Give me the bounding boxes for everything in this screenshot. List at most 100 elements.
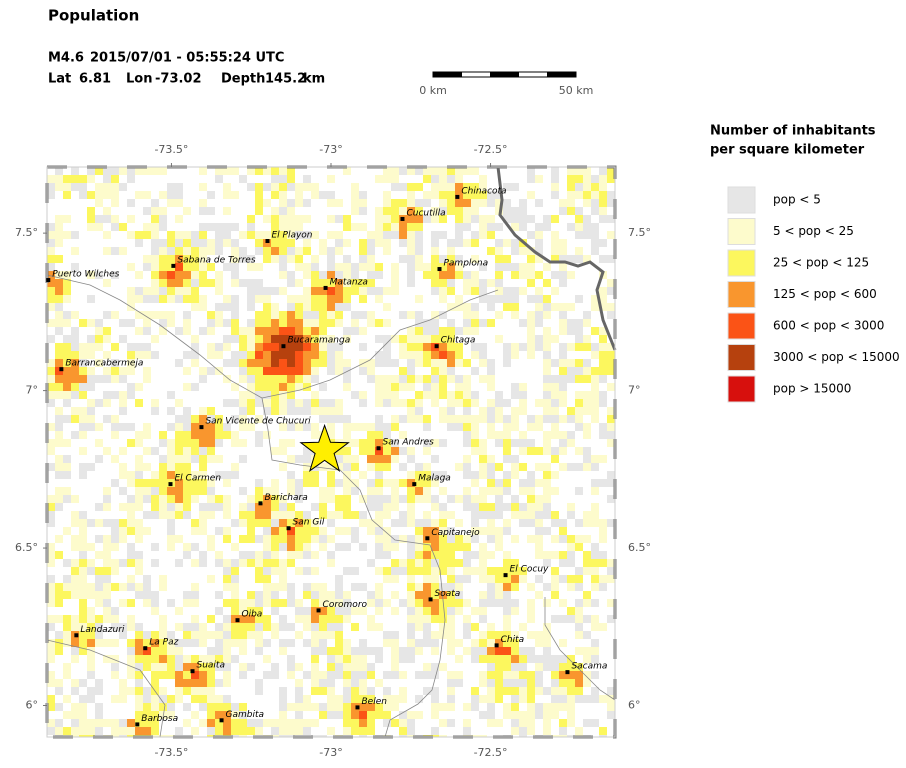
raster-cell bbox=[535, 503, 543, 511]
raster-cell bbox=[439, 623, 447, 631]
raster-cell bbox=[63, 583, 71, 591]
raster-cell bbox=[135, 727, 143, 735]
raster-cell bbox=[583, 535, 591, 543]
lat-tick-label: 6.5° bbox=[628, 541, 651, 554]
raster-cell bbox=[95, 599, 103, 607]
raster-cell bbox=[191, 543, 199, 551]
raster-cell bbox=[551, 335, 559, 343]
raster-cell bbox=[287, 183, 295, 191]
raster-cell bbox=[591, 239, 599, 247]
raster-cell bbox=[231, 471, 239, 479]
raster-cell bbox=[551, 447, 559, 455]
raster-cell bbox=[55, 383, 63, 391]
raster-cell bbox=[527, 679, 535, 687]
raster-cell bbox=[367, 447, 375, 455]
raster-cell bbox=[447, 351, 455, 359]
raster-cell bbox=[183, 463, 191, 471]
raster-cell bbox=[423, 167, 431, 175]
raster-cell bbox=[519, 247, 527, 255]
raster-cell bbox=[183, 471, 191, 479]
province-border bbox=[261, 289, 499, 399]
raster-cell bbox=[591, 519, 599, 527]
raster-cell bbox=[439, 343, 447, 351]
raster-cell bbox=[55, 223, 63, 231]
raster-cell bbox=[319, 607, 327, 615]
city-label: Malaga bbox=[418, 474, 451, 484]
raster-cell bbox=[303, 671, 311, 679]
raster-cell bbox=[271, 719, 279, 727]
raster-cell bbox=[519, 711, 527, 719]
raster-cell bbox=[295, 551, 303, 559]
raster-cell bbox=[183, 543, 191, 551]
raster-cell bbox=[159, 623, 167, 631]
raster-cell bbox=[575, 191, 583, 199]
raster-cell bbox=[535, 591, 543, 599]
raster-cell bbox=[151, 495, 159, 503]
raster-cell bbox=[519, 719, 527, 727]
raster-cell bbox=[255, 551, 263, 559]
raster-cell bbox=[119, 223, 127, 231]
raster-cell bbox=[135, 655, 143, 663]
raster-cell bbox=[327, 295, 335, 303]
raster-cell bbox=[111, 199, 119, 207]
raster-cell bbox=[271, 671, 279, 679]
raster-cell bbox=[471, 279, 479, 287]
raster-cell bbox=[503, 479, 511, 487]
raster-cell bbox=[383, 359, 391, 367]
raster-cell bbox=[87, 727, 95, 735]
raster-cell bbox=[127, 511, 135, 519]
raster-cell bbox=[375, 567, 383, 575]
raster-cell bbox=[95, 535, 103, 543]
raster-cell bbox=[255, 479, 263, 487]
raster-cell bbox=[391, 183, 399, 191]
city-label: Cucutilla bbox=[406, 208, 445, 218]
raster-cell bbox=[463, 407, 471, 415]
raster-cell bbox=[487, 719, 495, 727]
raster-cell bbox=[503, 567, 511, 575]
raster-cell bbox=[287, 439, 295, 447]
raster-cell bbox=[279, 231, 287, 239]
raster-cell bbox=[551, 551, 559, 559]
raster-cell bbox=[367, 687, 375, 695]
raster-cell bbox=[55, 391, 63, 399]
raster-cell bbox=[287, 591, 295, 599]
raster-cell bbox=[143, 599, 151, 607]
raster-cell bbox=[391, 231, 399, 239]
raster-cell bbox=[375, 703, 383, 711]
raster-cell bbox=[151, 591, 159, 599]
raster-cell bbox=[311, 567, 319, 575]
raster-cell bbox=[431, 191, 439, 199]
raster-cell bbox=[511, 687, 519, 695]
raster-cell bbox=[607, 575, 615, 583]
raster-cell bbox=[407, 311, 415, 319]
raster-cell bbox=[439, 199, 447, 207]
raster-cell bbox=[87, 559, 95, 567]
raster-cell bbox=[279, 247, 287, 255]
raster-cell bbox=[71, 175, 79, 183]
raster-cell bbox=[47, 655, 55, 663]
raster-cell bbox=[63, 559, 71, 567]
raster-cell bbox=[135, 455, 143, 463]
raster-cell bbox=[143, 191, 151, 199]
raster-cell bbox=[527, 255, 535, 263]
raster-cell bbox=[247, 559, 255, 567]
raster-cell bbox=[199, 447, 207, 455]
raster-cell bbox=[439, 231, 447, 239]
raster-cell bbox=[95, 215, 103, 223]
raster-cell bbox=[167, 239, 175, 247]
raster-cell bbox=[519, 663, 527, 671]
raster-cell bbox=[55, 487, 63, 495]
raster-cell bbox=[463, 183, 471, 191]
raster-cell bbox=[575, 631, 583, 639]
raster-cell bbox=[383, 239, 391, 247]
raster-cell bbox=[87, 415, 95, 423]
raster-cell bbox=[463, 279, 471, 287]
raster-cell bbox=[471, 199, 479, 207]
raster-cell bbox=[287, 295, 295, 303]
raster-cell bbox=[375, 487, 383, 495]
raster-cell bbox=[495, 663, 503, 671]
raster-cell bbox=[455, 583, 463, 591]
raster-cell bbox=[183, 591, 191, 599]
raster-cell bbox=[327, 431, 335, 439]
raster-cell bbox=[583, 199, 591, 207]
